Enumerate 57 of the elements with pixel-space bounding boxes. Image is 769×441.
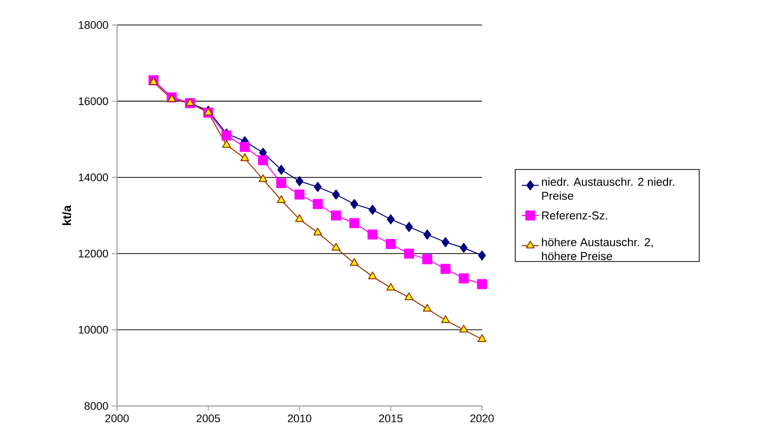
point	[458, 273, 469, 284]
y-tick-label: 18000	[78, 21, 108, 29]
point	[404, 292, 414, 300]
point	[350, 199, 358, 210]
point	[240, 142, 250, 152]
point	[459, 324, 468, 333]
point	[386, 239, 396, 250]
point	[294, 190, 305, 200]
point	[331, 210, 342, 220]
y-tick-label: 12000	[78, 250, 108, 258]
point	[422, 304, 432, 312]
legend-label: höhere Austauschr. 2, höhere Preise	[542, 238, 653, 260]
point	[349, 218, 360, 228]
point	[368, 271, 377, 280]
x-tick-label: 2020	[470, 414, 494, 422]
point	[478, 334, 486, 342]
y-tick-label: 16000	[78, 97, 108, 106]
point	[295, 214, 304, 222]
point	[332, 242, 340, 251]
point	[404, 248, 414, 259]
point	[258, 174, 268, 182]
x-tick-label: 2015	[379, 414, 402, 422]
point	[440, 264, 451, 274]
point	[277, 164, 286, 175]
point	[186, 98, 194, 106]
point	[258, 155, 268, 166]
point	[312, 199, 323, 210]
legend-label: Referenz-Sz.	[542, 211, 608, 220]
legend-label: niedr. Austauschr. 2 niedr. Preise	[542, 178, 674, 200]
point	[332, 190, 340, 200]
point	[368, 204, 376, 215]
point	[313, 228, 322, 236]
y-tick-label: 8000	[84, 402, 108, 410]
point	[405, 222, 413, 232]
point	[441, 315, 450, 324]
point	[314, 182, 322, 192]
point	[460, 242, 468, 253]
y-axis-title: kt/a	[62, 205, 72, 225]
point	[422, 254, 432, 264]
y-tick-label: 14000	[78, 174, 108, 182]
point	[276, 178, 286, 188]
point	[222, 140, 231, 148]
point	[442, 237, 450, 248]
point	[423, 230, 432, 240]
x-tick-label: 2005	[196, 414, 220, 422]
point	[276, 195, 286, 203]
y-tick-label: 10000	[78, 326, 108, 334]
x-tick-label: 2010	[288, 414, 312, 422]
x-tick-label: 2000	[105, 414, 129, 422]
point	[350, 258, 359, 266]
point	[386, 282, 396, 291]
point	[296, 176, 304, 186]
point	[477, 279, 488, 290]
point	[240, 153, 250, 162]
point	[368, 230, 378, 240]
point	[386, 214, 395, 224]
point	[478, 250, 486, 260]
